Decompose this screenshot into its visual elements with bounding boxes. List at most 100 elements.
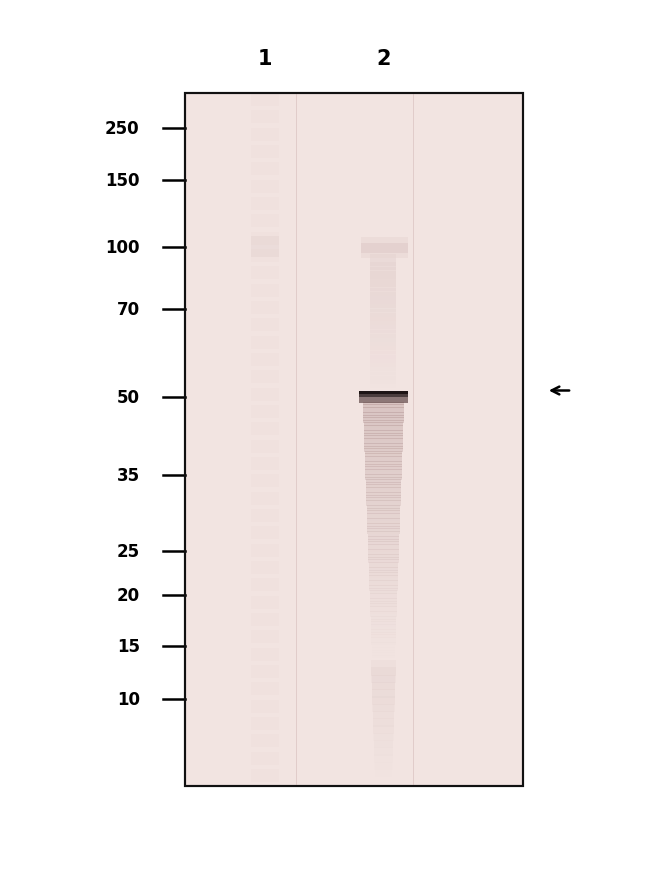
Bar: [370, 255, 396, 267]
Bar: [251, 682, 280, 695]
Bar: [367, 516, 400, 520]
Bar: [361, 249, 408, 259]
Bar: [251, 371, 280, 384]
Bar: [370, 296, 396, 308]
Bar: [374, 733, 393, 748]
Bar: [370, 284, 396, 296]
Bar: [185, 94, 523, 786]
Bar: [365, 451, 402, 454]
Bar: [365, 474, 402, 478]
Bar: [369, 554, 398, 558]
Bar: [370, 612, 396, 614]
Bar: [372, 704, 395, 720]
Bar: [251, 579, 280, 592]
Bar: [251, 336, 280, 349]
Bar: [369, 586, 398, 589]
Bar: [373, 711, 394, 726]
Bar: [366, 490, 401, 494]
Bar: [251, 700, 280, 713]
Bar: [369, 567, 398, 571]
Bar: [366, 493, 401, 496]
Bar: [374, 740, 393, 756]
Bar: [371, 632, 396, 635]
Bar: [251, 717, 280, 730]
Bar: [372, 689, 395, 705]
Bar: [366, 482, 401, 486]
Bar: [372, 658, 395, 661]
Bar: [370, 607, 397, 609]
Bar: [251, 388, 280, 401]
Text: 35: 35: [116, 467, 140, 484]
Bar: [365, 467, 402, 470]
Bar: [365, 477, 402, 481]
Bar: [365, 448, 402, 452]
Bar: [251, 302, 280, 315]
Bar: [251, 163, 280, 176]
Bar: [370, 609, 396, 612]
Bar: [363, 423, 404, 427]
Bar: [370, 309, 396, 322]
Bar: [370, 621, 396, 625]
Bar: [370, 604, 397, 607]
Bar: [372, 655, 395, 659]
Text: 250: 250: [105, 120, 140, 137]
Bar: [370, 347, 396, 359]
Text: 10: 10: [117, 691, 140, 708]
Bar: [370, 301, 396, 313]
Bar: [371, 634, 396, 638]
Bar: [368, 536, 399, 540]
Bar: [367, 521, 400, 524]
Bar: [371, 637, 396, 640]
Text: 150: 150: [105, 172, 140, 189]
Bar: [251, 631, 280, 644]
Bar: [363, 415, 404, 419]
Bar: [251, 111, 280, 124]
Bar: [251, 354, 280, 367]
Bar: [251, 614, 280, 627]
Bar: [371, 640, 396, 643]
Bar: [369, 588, 398, 592]
Bar: [371, 667, 396, 683]
Bar: [369, 560, 398, 563]
Bar: [368, 544, 399, 547]
Bar: [185, 94, 523, 786]
Bar: [370, 364, 396, 376]
Bar: [370, 594, 397, 597]
Bar: [251, 457, 280, 470]
Bar: [367, 506, 400, 509]
Bar: [366, 485, 401, 488]
Bar: [363, 405, 404, 408]
Bar: [251, 249, 280, 262]
Bar: [372, 682, 395, 698]
Bar: [370, 368, 396, 381]
Bar: [370, 271, 396, 283]
Bar: [370, 617, 396, 620]
Bar: [251, 544, 280, 557]
Bar: [370, 596, 397, 600]
Bar: [365, 459, 402, 462]
Bar: [367, 511, 400, 514]
Bar: [372, 647, 395, 651]
Bar: [367, 514, 400, 517]
Bar: [370, 599, 397, 602]
Bar: [369, 583, 398, 587]
Bar: [371, 629, 396, 633]
Bar: [367, 532, 400, 534]
Bar: [251, 527, 280, 540]
Bar: [251, 232, 280, 245]
Bar: [251, 752, 280, 765]
Bar: [366, 498, 401, 501]
Bar: [251, 509, 280, 522]
Bar: [365, 454, 402, 457]
Bar: [370, 275, 396, 288]
Bar: [251, 492, 280, 505]
Bar: [361, 238, 408, 249]
Text: 2: 2: [376, 50, 391, 69]
Bar: [370, 360, 396, 372]
Bar: [251, 181, 280, 194]
Bar: [251, 406, 280, 419]
Bar: [370, 322, 396, 334]
Bar: [372, 645, 395, 648]
Bar: [364, 428, 403, 432]
Bar: [365, 461, 402, 465]
